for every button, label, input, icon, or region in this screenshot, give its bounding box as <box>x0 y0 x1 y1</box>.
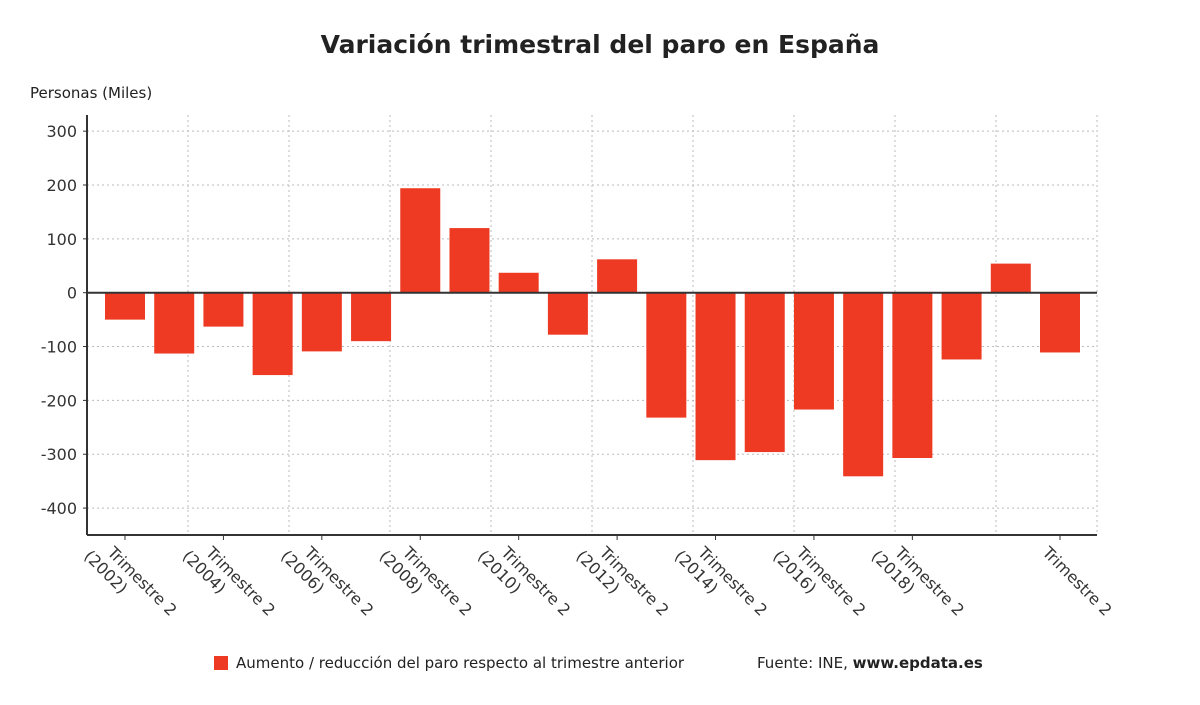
bar <box>154 292 195 354</box>
y-axis-label: Personas (Miles) <box>30 84 153 102</box>
x-tick-label: Trimestre 2(2018) <box>868 533 968 633</box>
bar <box>1040 292 1080 353</box>
y-tick-label: -300 <box>41 445 77 464</box>
bar <box>597 259 638 293</box>
bar <box>105 292 145 320</box>
bar <box>449 228 490 293</box>
bar <box>744 292 785 453</box>
x-tick-label: Trimestre 2(2016) <box>769 533 869 633</box>
x-tick-label-line: Trimestre 2 <box>1038 542 1116 620</box>
chart-title: Variación trimestral del paro en España <box>320 30 880 59</box>
bar <box>990 263 1031 293</box>
bar <box>351 292 392 342</box>
legend-label: Aumento / reducción del paro respecto al… <box>236 654 685 672</box>
legend: Aumento / reducción del paro respecto al… <box>214 654 684 672</box>
bar <box>646 292 687 418</box>
bar <box>793 292 834 410</box>
x-tick-label: Trimestre 2(2002) <box>80 533 180 633</box>
y-tick-label: 0 <box>67 284 77 303</box>
bar <box>547 292 588 335</box>
y-tick-label: -200 <box>41 391 77 410</box>
bar <box>843 292 884 477</box>
y-tick-label: 100 <box>46 230 77 249</box>
bar <box>941 292 982 360</box>
y-tick-label: -100 <box>41 338 77 357</box>
x-tick-label: Trimestre 2 <box>1038 542 1116 620</box>
y-tick-label: 300 <box>46 122 77 141</box>
x-tick-label: Trimestre 2(2010) <box>474 533 574 633</box>
x-tick-label: Trimestre 2(2012) <box>572 533 672 633</box>
y-tick-label: -400 <box>41 499 77 518</box>
bar <box>400 188 441 293</box>
x-tick-label: Trimestre 2(2006) <box>277 533 377 633</box>
bar <box>252 292 293 376</box>
source-site: www.epdata.es <box>852 654 983 672</box>
bar <box>498 272 539 293</box>
x-tick-label: Trimestre 2(2014) <box>671 533 771 633</box>
bar <box>203 292 244 327</box>
x-tick-label: Trimestre 2(2008) <box>376 533 476 633</box>
bar <box>301 292 342 352</box>
bar <box>892 292 933 458</box>
y-tick-label: 200 <box>46 176 77 195</box>
legend-swatch <box>214 656 228 670</box>
source-note: Fuente: INE, www.epdata.es <box>757 654 983 672</box>
x-tick-label: Trimestre 2(2004) <box>179 533 279 633</box>
source-prefix: Fuente: INE, <box>757 654 853 672</box>
bar <box>695 292 736 461</box>
